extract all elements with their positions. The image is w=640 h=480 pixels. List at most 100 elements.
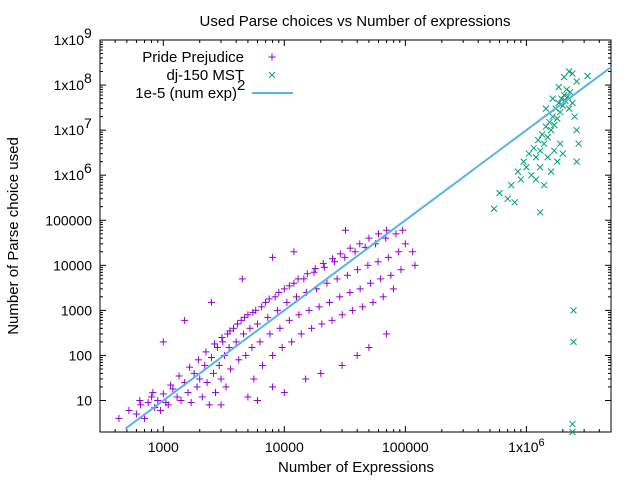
data-point-b	[536, 147, 544, 155]
data-point	[338, 361, 346, 369]
data-point-b	[569, 420, 576, 428]
x-axis-title: Number of Expressions	[278, 459, 434, 476]
data-point	[248, 344, 256, 352]
x-tick-label: 1x106	[508, 437, 544, 455]
series-0	[115, 226, 419, 422]
data-point	[369, 298, 377, 306]
data-point	[387, 271, 395, 279]
data-point	[375, 230, 383, 238]
data-point	[229, 324, 237, 332]
data-point-b	[525, 150, 533, 158]
data-point	[136, 397, 144, 405]
data-point	[149, 389, 157, 397]
data-point	[365, 234, 373, 242]
y-tick-label: 100	[69, 347, 93, 363]
data-point-b	[558, 95, 565, 102]
data-point	[571, 113, 578, 120]
data-point	[186, 363, 194, 371]
data-point-b	[584, 72, 591, 80]
data-point	[496, 189, 503, 197]
data-point	[159, 390, 167, 398]
data-point	[211, 340, 219, 348]
x-axis-ticks: 1000 10000 100000 1x106	[99, 40, 612, 455]
data-point	[540, 181, 548, 189]
data-point-b	[538, 131, 546, 138]
data-point	[395, 248, 403, 256]
data-point	[401, 240, 409, 248]
x-tick-exponent: 6	[539, 437, 545, 449]
data-point	[292, 293, 300, 301]
data-point	[550, 121, 558, 129]
data-point-b	[528, 171, 535, 179]
data-point	[256, 338, 264, 346]
data-point	[532, 176, 540, 183]
data-point	[205, 401, 213, 409]
data-point	[553, 115, 561, 122]
legend-marker-dj150-mst	[268, 71, 276, 79]
data-point	[507, 181, 515, 189]
data-point	[201, 361, 209, 369]
data-point	[328, 316, 336, 324]
x-tick-label: 10000	[265, 439, 304, 455]
data-point	[366, 279, 374, 287]
data-point-b	[490, 205, 498, 213]
data-point	[198, 393, 206, 401]
data-point-b	[566, 88, 574, 96]
data-point	[203, 379, 211, 387]
data-point	[346, 244, 354, 252]
x-tick-label: 1000	[148, 439, 179, 455]
legend-label-fit-line: 1e-5 (num exp)	[135, 85, 237, 102]
data-point	[328, 255, 336, 263]
data-point	[336, 293, 344, 301]
data-point	[359, 303, 367, 311]
data-point-b	[530, 144, 538, 152]
data-point-b	[536, 163, 544, 171]
data-point	[125, 406, 133, 414]
data-point	[584, 72, 591, 80]
data-point-b	[532, 176, 540, 183]
y-tick-label: 1x10	[54, 167, 85, 183]
legend-cross-marker-b	[268, 71, 276, 79]
data-point	[560, 73, 568, 81]
data-point	[154, 397, 162, 405]
data-point	[217, 375, 225, 383]
data-point	[274, 306, 282, 314]
data-point-b	[547, 126, 555, 134]
data-point	[514, 168, 522, 175]
data-point	[144, 399, 152, 407]
data-point	[249, 308, 257, 316]
data-point	[523, 163, 530, 171]
data-point	[530, 144, 538, 152]
data-point-b	[560, 91, 568, 99]
data-point-b	[559, 150, 567, 158]
data-point	[253, 320, 261, 328]
data-point-b	[560, 73, 568, 81]
data-point	[202, 348, 210, 356]
data-point-b	[556, 108, 564, 116]
data-point	[241, 313, 249, 321]
data-point	[565, 68, 573, 75]
data-point-b	[517, 176, 525, 183]
data-point	[194, 356, 202, 364]
data-point	[184, 389, 192, 397]
y-tick-label: 1000	[61, 302, 92, 318]
data-point-b	[507, 181, 515, 189]
data-point-b	[569, 70, 576, 77]
legend-plus-marker	[268, 53, 276, 61]
data-point	[336, 250, 344, 258]
data-point	[570, 338, 577, 346]
data-point	[566, 88, 574, 96]
data-point	[250, 375, 258, 383]
data-point	[258, 303, 266, 311]
data-point	[389, 285, 397, 293]
data-point-b	[549, 95, 557, 102]
data-point	[244, 393, 252, 401]
data-point	[346, 288, 354, 296]
data-point	[575, 140, 582, 148]
data-point-b	[544, 133, 552, 141]
data-point	[573, 126, 580, 134]
data-point	[383, 330, 391, 338]
y-tick-exponent: 6	[84, 160, 92, 176]
data-point-b	[532, 153, 540, 161]
